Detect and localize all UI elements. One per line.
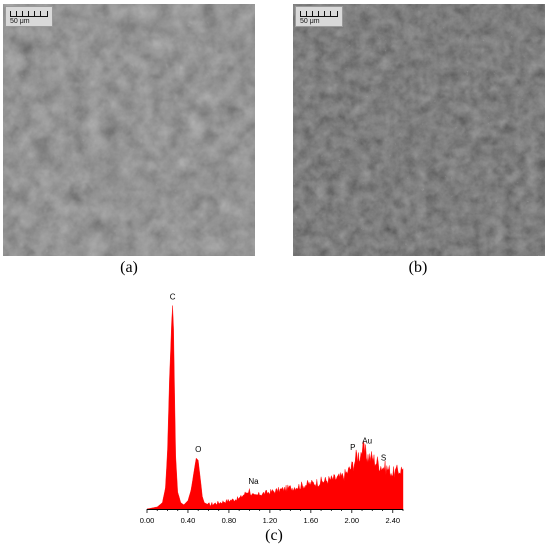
sem-texture-a [3,4,255,256]
x-tick-label: 0.80 [222,516,237,525]
sem-texture-b [293,4,545,256]
spectrum-area [146,305,404,510]
x-tick-label: 0.40 [181,516,196,525]
peak-label-s: S [381,454,386,463]
caption-b: (b) [408,259,428,276]
sem-image-b: 50 μm [293,4,545,256]
peak-label-na: Na [248,477,259,486]
peak-label-p: P [350,443,355,452]
x-tick-label: 2.00 [344,516,359,525]
sem-image-a: 50 μm [3,4,255,256]
eds-spectrum-chart: 0.00 0.40 0.80 1.20 1.60 2.00 2.40 C O Na P Au S [140,292,404,525]
x-tick-label: 1.60 [304,516,319,525]
peak-label-c: C [170,292,176,301]
sem-highlights-a [3,4,255,256]
scale-label-a: 50 μm [10,18,30,25]
caption-c: (c) [265,527,283,544]
x-tick-label: 1.20 [263,516,278,525]
caption-a: (a) [120,259,138,276]
sem-highlights-b [293,4,545,256]
peak-label-o: O [195,445,201,454]
peak-label-au: Au [362,437,372,446]
x-tick-label: 2.40 [385,516,400,525]
x-tick-label: 0.00 [140,516,155,525]
scale-label-b: 50 μm [300,18,320,25]
scale-bar-b: 50 μm [295,6,343,27]
scale-bar-a: 50 μm [5,6,53,27]
